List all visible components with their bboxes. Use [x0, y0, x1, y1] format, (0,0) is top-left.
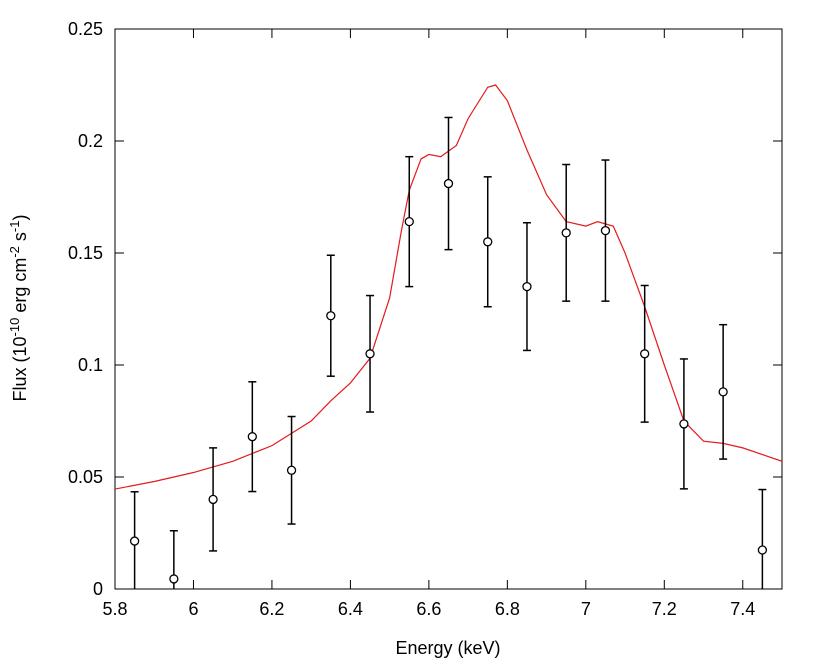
data-point	[208, 494, 218, 505]
y-axis-label-part: -10	[7, 318, 22, 337]
data-point	[757, 545, 768, 555]
data-point	[286, 465, 297, 475]
y-axis-label-part: -1	[7, 221, 22, 233]
data-point	[679, 419, 689, 429]
data-point	[483, 237, 493, 247]
data-point	[640, 349, 650, 359]
y-axis-label-part: )	[10, 215, 30, 221]
y-axis-label-part: s	[10, 232, 30, 246]
data-point	[561, 228, 571, 238]
x-tick-label: 7	[581, 599, 591, 619]
y-axis-label-part: Flux (10	[10, 336, 30, 401]
y-tick-label: 0	[93, 579, 103, 599]
data-point	[718, 387, 728, 397]
x-tick-label: 6.8	[495, 599, 520, 619]
data-point	[404, 216, 414, 227]
data-point	[129, 536, 140, 546]
data-point	[365, 349, 375, 359]
data-point	[443, 178, 454, 189]
x-tick-label: 6	[188, 599, 198, 619]
x-tick-label: 6.4	[338, 599, 363, 619]
x-tick-label: 7.2	[652, 599, 677, 619]
data-point	[522, 281, 532, 292]
data-point	[247, 432, 257, 442]
data-point	[169, 574, 179, 584]
x-tick-label: 6.2	[259, 599, 284, 619]
x-tick-label: 5.8	[102, 599, 127, 619]
y-axis-label-part: -2	[7, 246, 22, 258]
data-point	[326, 311, 336, 321]
y-tick-label: 0.05	[68, 467, 103, 487]
model-line	[115, 84, 782, 490]
y-tick-label: 0.2	[78, 131, 103, 151]
y-axis-label-part: erg cm	[10, 258, 30, 318]
y-tick-label: 0.25	[68, 19, 103, 39]
plot-frame	[114, 28, 783, 590]
x-tick-label: 6.6	[416, 599, 441, 619]
data-point	[600, 225, 611, 236]
x-axis-label: Energy (keV)	[395, 638, 500, 658]
y-axis-label: Flux (10-10 erg cm-2 s-1)	[7, 215, 31, 402]
x-tick-label: 7.4	[730, 599, 755, 619]
y-tick-label: 0.1	[78, 355, 103, 375]
y-tick-label: 0.15	[68, 243, 103, 263]
